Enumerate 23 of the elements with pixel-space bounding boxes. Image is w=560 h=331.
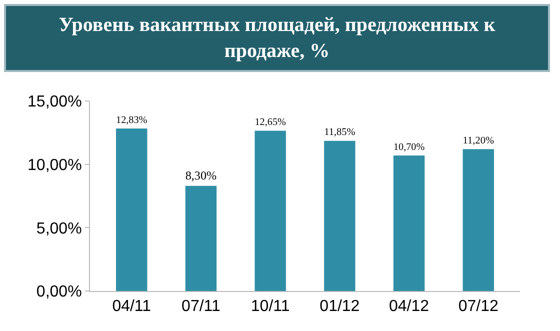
x-tick-label: 04/11 (112, 298, 152, 316)
bar (254, 130, 286, 291)
chart-title: Уровень вакантных площадей, предложенных к продаже, % (4, 4, 550, 72)
data-label: 12,83% (116, 114, 148, 126)
bar (462, 149, 494, 291)
data-label: 12,65% (254, 117, 286, 128)
bar (324, 140, 356, 291)
bar (185, 186, 217, 291)
x-tick-label: 10/11 (250, 298, 290, 316)
y-tick-label: 15,00% (28, 94, 82, 111)
y-tick-label: 0,00% (36, 284, 82, 301)
x-tick-label: 07/11 (182, 298, 220, 316)
bar (393, 155, 425, 291)
x-tick-label: 01/12 (320, 298, 360, 316)
data-label: 11,85% (324, 127, 356, 138)
y-tick-label: 10,00% (28, 156, 82, 174)
y-tick-label: 5,00% (36, 220, 82, 238)
data-label: 10,70% (393, 142, 426, 153)
bar (116, 128, 148, 291)
data-label: 8,30% (185, 168, 217, 183)
x-tick-label: 04/12 (389, 298, 430, 316)
data-label: 11,20% (462, 135, 494, 146)
x-tick-label: 07/12 (458, 298, 499, 316)
